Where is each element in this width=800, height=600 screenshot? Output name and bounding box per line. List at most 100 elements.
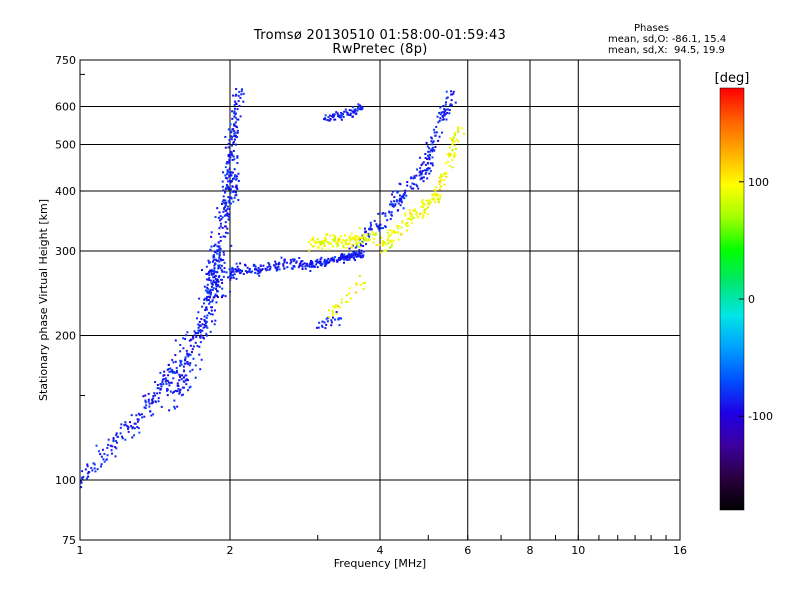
data-point-o-mode — [224, 205, 227, 208]
data-point-x-mode — [318, 240, 321, 243]
data-point-x-mode — [461, 127, 464, 130]
data-point-x-mode — [387, 242, 390, 245]
data-point-o-mode — [85, 477, 88, 480]
data-point-o-mode — [328, 114, 331, 117]
data-point-x-mode — [444, 162, 447, 165]
data-point-x-mode — [439, 173, 442, 176]
data-point-o-mode — [437, 139, 440, 142]
data-point-o-mode — [237, 100, 240, 103]
y-tick-label: 100 — [55, 474, 76, 487]
data-point-o-mode — [198, 329, 201, 332]
data-point-o-mode — [452, 90, 455, 93]
data-point-o-mode — [395, 200, 398, 203]
data-point-o-mode — [226, 177, 229, 180]
data-point-o-mode — [214, 243, 217, 246]
data-point-o-mode — [211, 306, 214, 309]
data-point-o-mode — [162, 383, 165, 386]
data-point-o-mode — [228, 139, 231, 142]
data-point-o-mode — [210, 309, 213, 312]
data-point-o-mode — [351, 244, 354, 247]
data-point-o-mode — [229, 153, 232, 156]
data-point-o-mode — [430, 162, 433, 165]
data-point-o-mode — [144, 401, 147, 404]
data-point-o-mode — [152, 397, 155, 400]
data-point-o-mode — [316, 258, 319, 261]
data-point-o-mode — [256, 269, 259, 272]
data-point-o-mode — [214, 293, 217, 296]
colorbar-tick-label: 100 — [748, 176, 769, 189]
data-point-o-mode — [138, 413, 141, 416]
data-point-o-mode — [206, 286, 209, 289]
data-point-o-mode — [218, 245, 221, 248]
data-point-o-mode — [357, 103, 360, 106]
data-point-o-mode — [209, 313, 212, 316]
data-point-o-mode — [334, 318, 337, 321]
data-point-o-mode — [150, 414, 153, 417]
data-point-x-mode — [428, 199, 431, 202]
data-point-o-mode — [137, 418, 140, 421]
data-point-o-mode — [323, 259, 326, 262]
data-point-x-mode — [327, 248, 330, 251]
data-point-o-mode — [290, 260, 293, 263]
data-point-o-mode — [226, 170, 229, 173]
data-point-o-mode — [114, 455, 117, 458]
data-point-x-mode — [312, 236, 315, 239]
data-point-x-mode — [307, 240, 310, 243]
data-point-o-mode — [157, 397, 160, 400]
data-point-o-mode — [348, 247, 351, 250]
data-point-o-mode — [229, 123, 232, 126]
data-point-o-mode — [230, 268, 233, 271]
data-point-o-mode — [346, 111, 349, 114]
data-point-o-mode — [197, 329, 200, 332]
data-point-o-mode — [354, 108, 357, 111]
data-point-o-mode — [115, 432, 118, 435]
data-point-o-mode — [227, 218, 230, 221]
data-point-o-mode — [225, 201, 228, 204]
data-point-o-mode — [226, 184, 229, 187]
data-point-o-mode — [124, 423, 127, 426]
data-point-o-mode — [340, 111, 343, 114]
data-point-o-mode — [218, 275, 221, 278]
data-point-x-mode — [432, 193, 435, 196]
data-point-x-mode — [456, 129, 459, 132]
data-point-o-mode — [185, 334, 188, 337]
data-point-o-mode — [316, 266, 319, 269]
data-point-o-mode — [360, 105, 363, 108]
data-point-o-mode — [215, 271, 218, 274]
data-point-o-mode — [265, 268, 268, 271]
data-point-x-mode — [350, 245, 353, 248]
data-point-o-mode — [354, 254, 357, 257]
data-point-o-mode — [226, 232, 229, 235]
data-point-x-mode — [383, 242, 386, 245]
data-point-o-mode — [184, 362, 187, 365]
data-point-o-mode — [211, 260, 214, 263]
data-point-x-mode — [400, 226, 403, 229]
data-point-o-mode — [219, 266, 222, 269]
data-point-o-mode — [216, 207, 219, 210]
data-point-x-mode — [365, 238, 368, 241]
data-point-o-mode — [203, 323, 206, 326]
data-point-o-mode — [227, 170, 230, 173]
data-point-o-mode — [325, 261, 328, 264]
data-point-o-mode — [359, 254, 362, 257]
data-point-o-mode — [262, 264, 265, 267]
data-point-o-mode — [232, 270, 235, 273]
data-point-o-mode — [226, 169, 229, 172]
data-point-o-mode — [431, 164, 434, 167]
data-point-x-mode — [438, 180, 441, 183]
data-point-x-mode — [382, 244, 385, 247]
data-point-x-mode — [423, 209, 426, 212]
data-point-o-mode — [80, 476, 83, 479]
data-point-o-mode — [162, 374, 165, 377]
data-point-x-mode — [421, 199, 424, 202]
data-point-o-mode — [227, 155, 230, 158]
data-point-o-mode — [424, 156, 427, 159]
data-point-o-mode — [416, 185, 419, 188]
data-point-x-mode — [407, 224, 410, 227]
data-point-o-mode — [84, 468, 87, 471]
data-point-o-mode — [165, 379, 168, 382]
data-point-o-mode — [203, 337, 206, 340]
data-point-o-mode — [218, 227, 221, 230]
data-point-o-mode — [194, 341, 197, 344]
data-point-o-mode — [397, 190, 400, 193]
